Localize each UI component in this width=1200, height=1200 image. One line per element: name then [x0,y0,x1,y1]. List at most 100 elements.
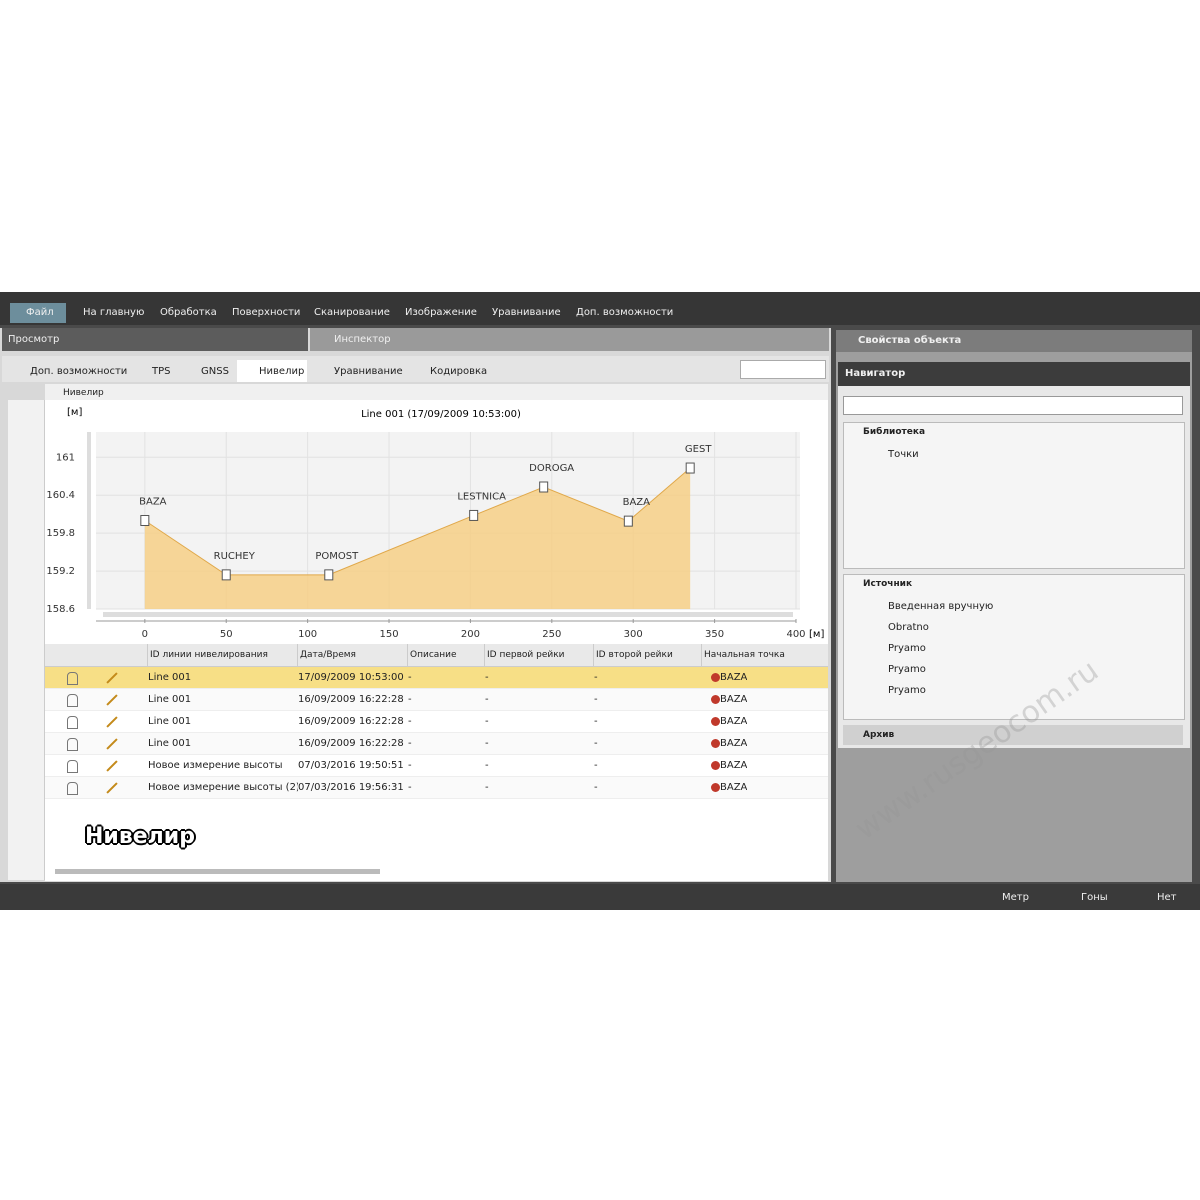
start-point-icon [711,761,720,770]
source-item[interactable]: Pryamo [888,664,926,675]
point-label: LESTNICA [457,491,506,502]
status-unit[interactable]: Гоны [1081,892,1108,903]
chart-title: Line 001 (17/09/2009 10:53:00) [361,409,521,420]
file-button[interactable] [10,303,66,323]
x-tick-label: 50 [220,629,233,640]
start-point-icon [711,695,720,704]
table-cell: - [485,738,489,749]
library-item[interactable]: Точки [888,449,919,460]
inspector-tab-label: Инспектор [334,334,391,345]
start-point-icon [711,783,720,792]
source-title[interactable]: Источник [863,579,913,589]
y-tick-label: 159.8 [46,528,75,539]
table-header [45,644,828,667]
table-row[interactable] [45,755,828,777]
menu-item[interactable]: Обработка [160,307,217,318]
x-axis-label: [м] [809,629,824,640]
menu-item[interactable]: Сканирование [314,307,390,318]
table-cell: Line 001 [148,738,192,749]
menu-item[interactable]: Изображение [405,307,477,318]
column-header[interactable]: ID первой рейки [487,650,565,660]
source-section [843,574,1185,720]
table-cell: 16/09/2009 16:22:28 [298,694,404,705]
subtab[interactable]: Нивелир [259,366,305,377]
table-cell: BAZA [720,782,748,793]
table-row[interactable] [45,689,828,711]
column-header[interactable]: Описание [410,650,457,660]
source-item[interactable]: Obratno [888,622,929,633]
column-header[interactable]: ID второй рейки [596,650,673,660]
point-label: DOROGA [529,463,574,474]
column-header[interactable]: Дата/Время [300,650,356,660]
point-marker [469,509,479,521]
point-label: POMOST [315,551,359,562]
table-cell: Line 001 [148,694,192,705]
table-row[interactable] [45,777,828,799]
table-cell: BAZA [720,760,748,771]
breadcrumb[interactable]: Нивелир [63,388,104,398]
menu-item[interactable]: Уравнивание [492,307,561,318]
menu-item[interactable]: Поверхности [232,307,301,318]
column-separator [484,644,485,666]
y-axis-label: [м] [67,407,82,418]
table-row[interactable] [45,733,828,755]
library-title[interactable]: Библиотека [863,427,926,437]
subtab[interactable]: TPS [152,366,171,377]
table-cell: 16/09/2009 16:22:28 [298,738,404,749]
table-cell: - [594,782,598,793]
subtab[interactable]: Доп. возможности [30,366,128,377]
table-cell: - [485,694,489,705]
archive-bar [843,725,1183,745]
table-cell: - [408,716,412,727]
point-label: RUCHEY [214,551,256,562]
inspector-tab[interactable] [310,328,829,351]
column-separator [407,644,408,666]
column-header[interactable]: ID линии нивелирования [150,650,268,660]
properties-header [836,330,1192,352]
x-tick-label: 400 [786,629,805,640]
source-item[interactable]: Pryamo [888,685,926,696]
status-unit[interactable]: Нет [1157,892,1177,903]
table-row[interactable] [45,667,828,689]
table-cell: - [594,738,598,749]
table-cell: 07/03/2016 19:50:51 [298,760,404,771]
table-cell: Новое измерение высоты [148,760,283,771]
menu-item[interactable]: На главную [83,307,145,318]
source-item[interactable]: Pryamo [888,643,926,654]
table-cell: 17/09/2009 10:53:00 [298,672,404,683]
h-scrollbar [55,869,380,874]
subtab-bar [2,356,829,382]
y-tick-label: 158.6 [46,604,75,615]
table-cell: BAZA [720,694,748,705]
status-bar [0,884,1200,910]
column-header[interactable]: Начальная точка [704,650,785,660]
source-item[interactable]: Введенная вручную [888,601,994,612]
table-cell: - [408,694,412,705]
search-box[interactable] [740,360,826,379]
point-marker [140,515,150,526]
point-label: BAZA [623,497,651,508]
row-icon [67,782,78,795]
tool-strip [8,400,45,880]
table-cell: - [485,672,489,683]
subtab[interactable]: Уравнивание [334,366,403,377]
row-icon [67,760,78,773]
menu-item[interactable]: Доп. возможности [576,307,674,318]
subtab[interactable]: GNSS [201,366,229,377]
table-cell: - [485,760,489,771]
table-row[interactable] [45,711,828,733]
file-label: Файл [26,307,54,318]
subtab[interactable]: Кодировка [430,366,488,377]
row-icon [67,672,78,685]
column-separator [147,644,148,666]
navigator-search[interactable] [843,396,1183,415]
archive-title[interactable]: Архив [863,730,895,740]
point-label: GEST [685,444,712,455]
start-point-icon [711,717,720,726]
view-tab[interactable] [2,328,308,351]
table-cell: - [485,782,489,793]
status-unit[interactable]: Метр [1002,892,1029,903]
y-tick-label: 159.2 [46,566,75,577]
view-tab-label: Просмотр [8,334,60,345]
